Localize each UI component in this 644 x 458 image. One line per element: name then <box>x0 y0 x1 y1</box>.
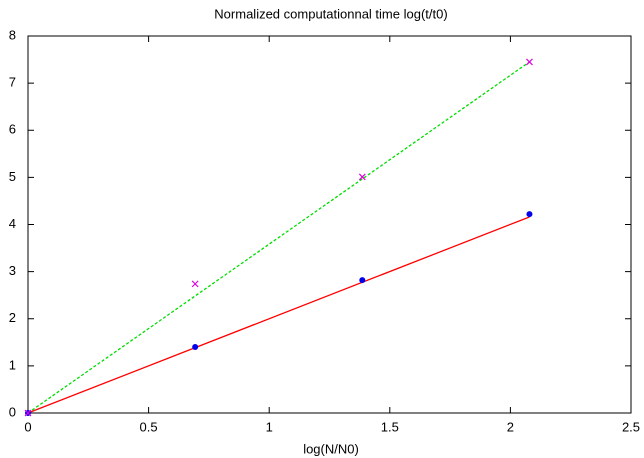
point <box>359 277 366 284</box>
y-tick-label: 1 <box>9 357 16 372</box>
x-tick-label: 2.5 <box>622 419 640 434</box>
y-tick-label: 2 <box>9 310 16 325</box>
point <box>358 173 366 181</box>
y-tick-label: 0 <box>9 404 16 419</box>
y-tick-label: 4 <box>9 216 16 231</box>
y-tick-label: 7 <box>9 75 16 90</box>
point <box>526 58 533 66</box>
x-axis-label: log(N/N0) <box>303 441 359 456</box>
x-tick-label: 1 <box>266 419 273 434</box>
y-tick-label: 8 <box>9 27 16 42</box>
x-tick-label: 0.5 <box>140 419 158 434</box>
point <box>192 344 199 351</box>
x-tick-label: 2 <box>507 419 514 434</box>
series-line <box>27 61 530 414</box>
series-line <box>27 216 530 414</box>
x-tick-label: 1.5 <box>381 419 399 434</box>
y-tick-label: 5 <box>9 169 16 184</box>
point <box>24 409 32 417</box>
point <box>526 211 533 218</box>
y-tick-label: 3 <box>9 263 16 278</box>
plot-frame <box>27 35 632 414</box>
x-tick-label: 0 <box>24 419 31 434</box>
point <box>191 280 199 288</box>
y-tick-label: 6 <box>9 122 16 137</box>
chart-title: Normalized computationnal time log(t/t0) <box>214 6 447 21</box>
